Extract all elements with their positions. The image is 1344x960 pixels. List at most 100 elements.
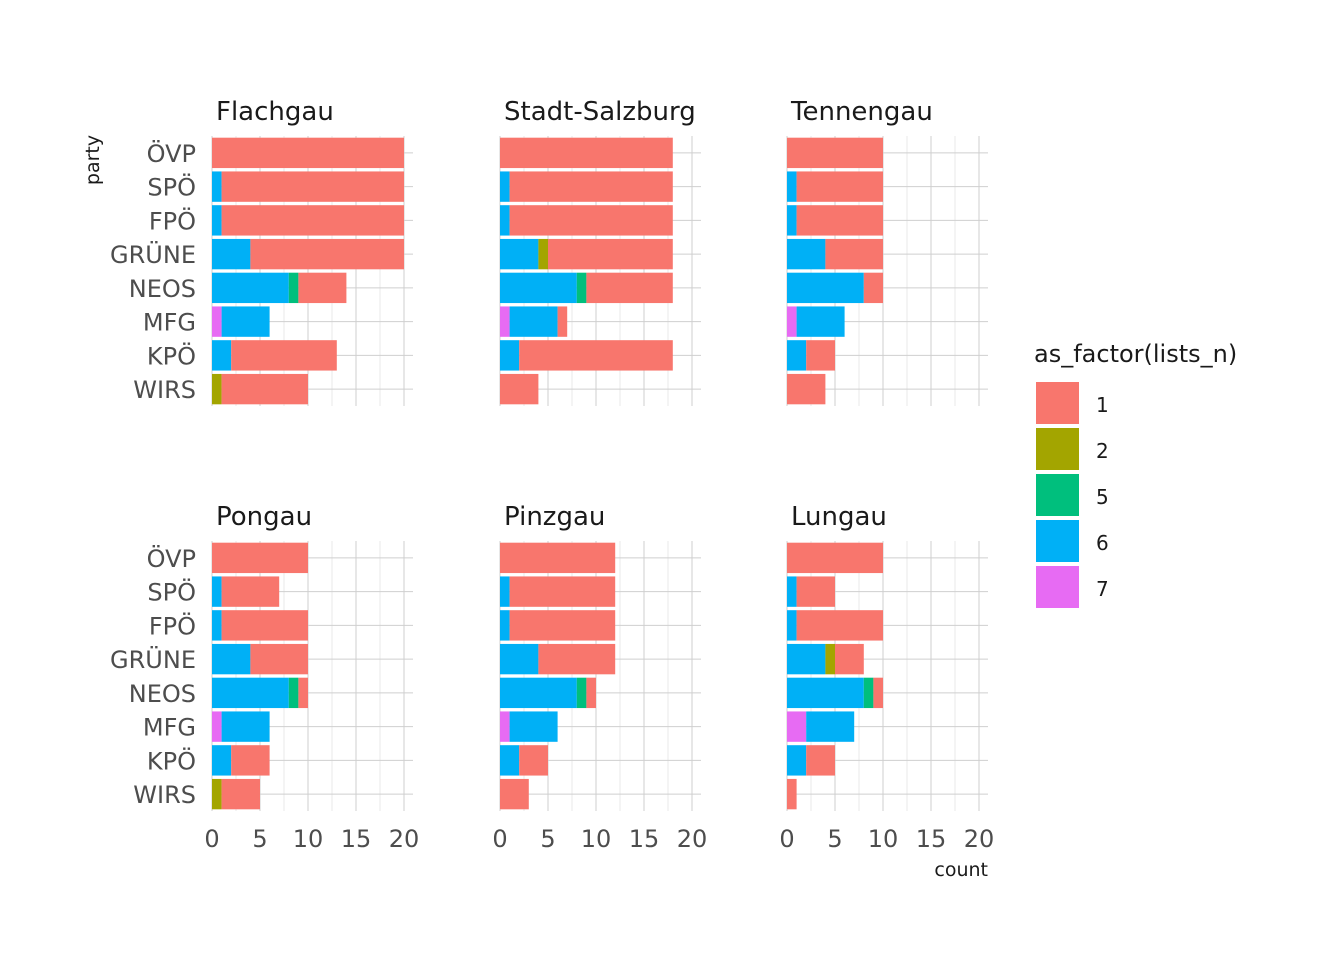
bar-segment-spö-1 — [796, 576, 835, 607]
legend-swatch-1 — [1036, 382, 1079, 424]
bar-segment-wirs-2 — [212, 778, 222, 810]
bar-segment-mfg-1 — [557, 306, 568, 337]
bar-segment-grüne-1 — [825, 238, 883, 270]
legend-swatch-7 — [1036, 566, 1079, 608]
y-tick-label: ÖVP — [147, 544, 196, 573]
bar-segment-mfg-7 — [787, 306, 797, 337]
bar-segment-mfg-6 — [221, 711, 270, 742]
legend-swatch-2 — [1036, 428, 1079, 470]
x-tick-label: 20 — [964, 825, 995, 853]
legend-swatch-6 — [1036, 520, 1079, 562]
bar-segment-neos-1 — [586, 272, 673, 304]
x-tick-label: 5 — [540, 825, 555, 853]
x-tick-label: 5 — [827, 825, 842, 853]
bar-segment-fpö-6 — [787, 205, 797, 236]
x-tick-label: 0 — [779, 825, 794, 853]
panel-pinzgau: Pinzgau 0 5 10 15 20 — [492, 502, 707, 853]
bar-segment-grüne-2 — [538, 238, 548, 270]
bar-segment-spö-1 — [509, 576, 616, 607]
bar-segment-wirs-1 — [500, 373, 539, 405]
bar-segment-grüne-6 — [787, 643, 826, 675]
bar-segment-neos-1 — [586, 677, 596, 709]
bar-segment-wirs-1 — [500, 778, 529, 810]
bar-segment-fpö-6 — [212, 205, 222, 236]
bar-segment-grüne-1 — [548, 238, 673, 270]
panel-title: Stadt-Salzburg — [504, 97, 696, 127]
bar-segment-fpö-6 — [500, 205, 510, 236]
bar-segment-mfg-7 — [212, 711, 222, 742]
bar-segment-neos-5 — [576, 272, 587, 304]
x-tick-label: 10 — [293, 825, 324, 853]
bar-segment-neos-5 — [288, 677, 299, 709]
y-tick-label: WIRS — [133, 781, 196, 809]
x-tick-label: 15 — [341, 825, 372, 853]
bar-segment-övp-1 — [500, 542, 616, 574]
legend-items: 1 2 5 6 7 — [1036, 382, 1109, 608]
bar-segment-neos-1 — [298, 677, 308, 709]
panel-title: Flachgau — [216, 97, 334, 127]
bar-segment-övp-1 — [500, 137, 673, 169]
y-tick-label: KPÖ — [147, 746, 196, 775]
bar-segment-kpö-1 — [231, 745, 270, 776]
bar-segment-fpö-6 — [500, 610, 510, 641]
y-tick-label: SPÖ — [147, 578, 196, 607]
bar-segment-wirs-1 — [787, 778, 797, 810]
x-tick-label: 0 — [492, 825, 507, 853]
bar-segment-mfg-7 — [500, 306, 510, 337]
bar-segment-kpö-1 — [231, 340, 337, 371]
y-tick-label: MFG — [143, 714, 196, 742]
x-tick-label: 15 — [916, 825, 947, 853]
x-axis-title: count — [934, 859, 988, 881]
legend-label: 7 — [1096, 577, 1109, 601]
bar-segment-neos-1 — [298, 272, 347, 304]
bar-segment-neos-6 — [787, 272, 864, 304]
y-tick-label: ÖVP — [147, 139, 196, 168]
panel-title: Pongau — [216, 502, 312, 532]
bar-segment-spö-6 — [500, 171, 510, 202]
bar-segment-spö-6 — [787, 171, 797, 202]
bar-segment-wirs-1 — [787, 373, 826, 405]
bar-segment-neos-1 — [863, 272, 883, 304]
panel-pongau: Pongau ÖVP SPÖ FPÖ GRÜNE NEOS MFG KPÖ WIRS 0 5 10 15… — [110, 502, 419, 853]
bar-segment-wirs-1 — [221, 373, 308, 405]
bar-segment-grüne-6 — [787, 238, 826, 270]
bar-segment-spö-1 — [509, 171, 673, 202]
x-tick-label: 0 — [204, 825, 219, 853]
bar-segment-fpö-6 — [212, 610, 222, 641]
bar-segment-spö-6 — [212, 576, 222, 607]
bar-segment-neos-5 — [863, 677, 874, 709]
legend-label: 6 — [1096, 531, 1109, 555]
panel-tennengau: Tennengau — [786, 97, 988, 406]
bar-segment-spö-6 — [500, 576, 510, 607]
bar-segment-grüne-6 — [500, 643, 539, 675]
bar-segment-fpö-6 — [787, 610, 797, 641]
bar-segment-spö-6 — [787, 576, 797, 607]
bar-segment-neos-6 — [787, 677, 864, 709]
bar-segment-neos-5 — [576, 677, 587, 709]
bar-segment-fpö-1 — [509, 610, 616, 641]
bar-segment-spö-1 — [796, 171, 883, 202]
bar-segment-kpö-6 — [212, 745, 232, 776]
panels: Flachgau ÖVP SPÖ FPÖ GRÜNE NEOS MFG KPÖ WIRS Stad… — [110, 97, 994, 853]
y-tick-label: MFG — [143, 309, 196, 337]
bar-segment-grüne-6 — [212, 643, 251, 675]
x-tick-label: 10 — [581, 825, 612, 853]
bar-segment-fpö-1 — [221, 610, 308, 641]
bar-segment-grüne-2 — [825, 643, 835, 675]
bar-segment-neos-5 — [288, 272, 299, 304]
panel-title: Lungau — [791, 502, 887, 532]
bar-segment-neos-6 — [212, 272, 289, 304]
panel-title: Pinzgau — [504, 502, 605, 532]
bar-segment-spö-1 — [221, 171, 404, 202]
bar-segment-övp-1 — [212, 137, 404, 169]
y-tick-label: FPÖ — [149, 611, 196, 640]
bar-segment-kpö-6 — [212, 340, 232, 371]
bar-segment-mfg-7 — [500, 711, 510, 742]
bar-segment-mfg-7 — [787, 711, 807, 742]
bar-segment-neos-1 — [873, 677, 883, 709]
bar-segment-neos-6 — [212, 677, 289, 709]
legend-title: as_factor(lists_n) — [1034, 340, 1237, 368]
panel-lungau: Lungau 0 5 10 15 20 — [779, 502, 994, 853]
bar-segment-wirs-2 — [212, 373, 222, 405]
